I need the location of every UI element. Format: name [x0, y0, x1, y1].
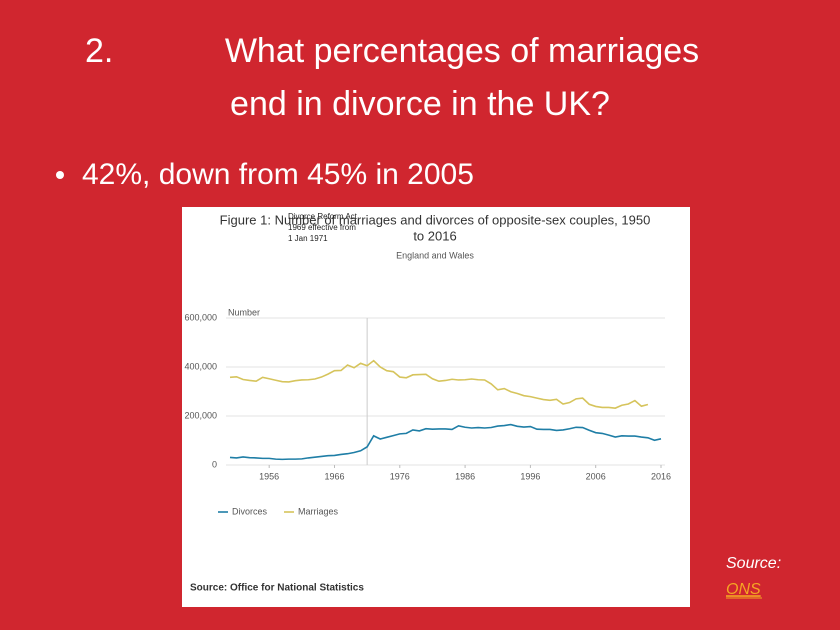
y-tick-label: 0 — [212, 459, 217, 469]
bullet-dot — [56, 171, 64, 179]
legend-label: Marriages — [298, 506, 339, 516]
source-link[interactable]: ONS — [726, 581, 761, 598]
y-tick-label: 400,000 — [184, 361, 217, 371]
slide-title: end in divorce in the UK? — [230, 85, 610, 123]
annotation-label: 1 Jan 1971 — [288, 234, 328, 243]
y-tick-label: 200,000 — [184, 410, 217, 420]
chart-subtitle: England and Wales — [396, 250, 474, 260]
series-line — [229, 423, 662, 461]
annotation-label: 1969 effective from — [288, 223, 356, 232]
x-tick-label: 2016 — [651, 471, 671, 481]
annotation-label: Divorce Reform Act — [288, 212, 358, 221]
slide-number: 2. — [85, 32, 113, 70]
x-tick-label: 1976 — [390, 471, 410, 481]
chart-title: Figure 1: Number of marriages and divorc… — [220, 212, 651, 227]
x-tick-label: 1966 — [324, 471, 344, 481]
y-tick-label: 600,000 — [184, 312, 217, 322]
x-tick-label: 1986 — [455, 471, 475, 481]
bullet-text: 42%, down from 45% in 2005 — [82, 158, 474, 191]
plot: 0 200,000 400,000 600,000 1956 1966 1976 1986 19… — [184, 212, 671, 516]
y-axis-label: Number — [228, 307, 260, 317]
chart-panel — [182, 207, 690, 607]
x-tick-label: 1956 — [259, 471, 279, 481]
x-tick-label: 1996 — [520, 471, 540, 481]
series-line — [229, 359, 649, 409]
slide-title: What percentages of marriages — [225, 32, 699, 70]
chart-source: Source: Office for National Statistics — [190, 583, 364, 594]
legend-label: Divorces — [232, 506, 268, 516]
x-tick-label: 2006 — [586, 471, 606, 481]
chart-title: to 2016 — [413, 228, 456, 243]
source-label: Source: — [726, 555, 781, 572]
